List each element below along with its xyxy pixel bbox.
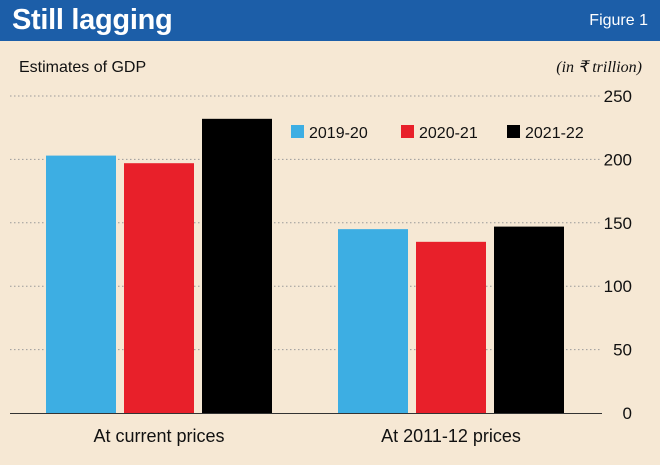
legend-label-2020-21: 2020-21	[419, 125, 478, 142]
chart-title: Still lagging	[12, 4, 173, 36]
bars	[46, 118, 564, 413]
bar-2019-20-current	[46, 155, 116, 413]
bar-2020-21-current	[124, 163, 194, 413]
bar-2020-21-constant	[416, 241, 486, 413]
chart-subtitle: Estimates of GDP	[19, 59, 146, 76]
bar-2019-20-constant	[338, 229, 408, 413]
legend-swatch-2020-21	[401, 125, 414, 138]
y-tick-label: 0	[623, 404, 632, 423]
legend-label-2021-22: 2021-22	[525, 125, 584, 142]
x-category-label: At current prices	[93, 426, 224, 446]
y-tick-label: 200	[604, 150, 632, 169]
legend-swatch-2021-22	[507, 125, 520, 138]
axes: 0 50 100 150 200 250 At current prices At 2011-…	[10, 87, 632, 446]
y-tick-label: 150	[604, 214, 632, 233]
legend: 2019-20 2020-21 2021-22	[291, 125, 584, 142]
bar-2021-22-current	[202, 118, 272, 413]
bar-2021-22-constant	[494, 226, 564, 413]
y-tick-label: 100	[604, 277, 632, 296]
figure-label: Figure 1	[589, 12, 648, 29]
y-tick-label: 50	[613, 341, 632, 360]
x-category-label: At 2011-12 prices	[381, 426, 521, 446]
unit-label: (in ₹ trillion)	[556, 59, 642, 76]
header-bar: Still lagging Figure 1	[0, 0, 660, 41]
legend-label-2019-20: 2019-20	[309, 125, 368, 142]
legend-swatch-2019-20	[291, 125, 304, 138]
y-tick-label: 250	[604, 87, 632, 106]
